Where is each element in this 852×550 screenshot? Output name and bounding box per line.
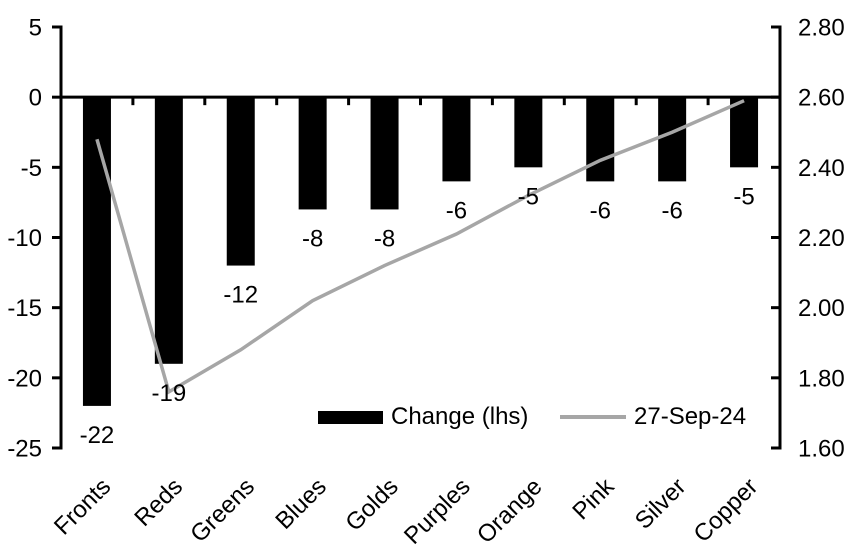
legend-item-change: Change (lhs) — [318, 403, 528, 431]
bar — [586, 97, 615, 182]
category-label: Copper — [689, 473, 764, 548]
category-label: Fronts — [49, 473, 116, 540]
category-label: Blues — [270, 473, 332, 535]
left-axis-tick-label: -20 — [7, 365, 42, 392]
bar — [298, 97, 327, 210]
category-label: Reds — [129, 473, 188, 532]
left-axis-tick-label: -25 — [7, 436, 42, 463]
right-axis-tick-label: 2.60 — [798, 85, 845, 112]
bar-value-label: -5 — [733, 183, 754, 210]
bar — [730, 97, 759, 168]
left-axis-tick-label: -15 — [7, 295, 42, 322]
category-label: Silver — [630, 473, 692, 535]
legend-item-line: 27-Sep-24 — [560, 403, 746, 431]
bar — [370, 97, 399, 210]
bar-swatch-icon — [318, 410, 383, 424]
right-axis-tick-label: 1.80 — [798, 365, 845, 392]
bar — [442, 97, 471, 182]
bar-value-label: -12 — [223, 282, 258, 309]
category-label: Pink — [567, 472, 620, 525]
bar-value-label: -5 — [518, 183, 539, 210]
left-axis-tick-label: 5 — [29, 15, 42, 42]
bar-value-label: -19 — [152, 380, 187, 407]
right-axis-tick-label: 1.60 — [798, 436, 845, 463]
right-axis-tick-label: 2.80 — [798, 15, 845, 42]
right-axis-tick-label: 2.40 — [798, 155, 845, 182]
category-label: Greens — [185, 473, 260, 548]
bar-value-label: -6 — [661, 197, 682, 224]
legend-label-date: 27-Sep-24 — [634, 403, 747, 430]
line-series — [95, 99, 745, 395]
right-axis-tick-label: 2.00 — [798, 295, 845, 322]
category-label: Purples — [399, 473, 476, 550]
bar-value-label: -22 — [80, 422, 115, 449]
line-swatch-icon — [560, 415, 626, 419]
bar — [226, 97, 255, 266]
category-label: Golds — [340, 473, 403, 536]
bar — [154, 97, 183, 364]
legend-label-change: Change (lhs) — [391, 403, 529, 430]
bar-value-label: -8 — [374, 225, 395, 252]
left-axis-tick-label: -5 — [21, 155, 42, 182]
bar-value-label: -8 — [302, 225, 323, 252]
right-axis-tick-label: 2.20 — [798, 225, 845, 252]
bar — [82, 97, 111, 406]
left-axis-tick-label: -10 — [7, 225, 42, 252]
bar-value-label: -6 — [590, 197, 611, 224]
bar-value-label: -6 — [446, 197, 467, 224]
category-label: Orange — [472, 473, 548, 549]
bar — [514, 97, 543, 168]
bar — [658, 97, 687, 182]
left-axis-tick-label: 0 — [29, 85, 42, 112]
